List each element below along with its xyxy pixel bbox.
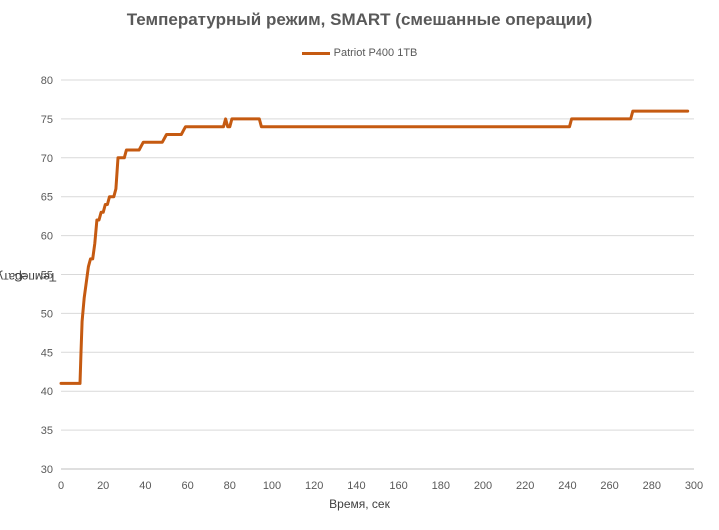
- y-tick-label: 35: [41, 425, 53, 437]
- y-tick-label: 80: [41, 75, 53, 87]
- y-tick-label: 60: [41, 231, 53, 243]
- x-tick-label: 200: [474, 480, 492, 492]
- x-tick-label: 60: [181, 480, 193, 492]
- x-tick-label: 180: [432, 480, 450, 492]
- x-tick-label: 120: [305, 480, 323, 492]
- x-tick-label: 220: [516, 480, 534, 492]
- legend-swatch: [301, 51, 330, 55]
- x-tick-label: 100: [263, 480, 281, 492]
- y-axis-title-main: Температура,: [0, 270, 57, 285]
- x-tick-label: 160: [389, 480, 407, 492]
- y-tick-label: 45: [41, 347, 53, 359]
- x-tick-label: 0: [58, 480, 64, 492]
- x-axis-title: Время, сек: [329, 497, 390, 511]
- x-tick-label: 40: [139, 480, 151, 492]
- x-tick-label: 140: [347, 480, 365, 492]
- x-tick-label: 300: [685, 480, 703, 492]
- y-tick-label: 55: [41, 270, 53, 282]
- y-tick-label: 70: [41, 153, 53, 165]
- x-tick-label: 240: [558, 480, 576, 492]
- chart-title: Температурный режим, SMART (смешанные оп…: [126, 10, 593, 29]
- x-tick-label: 280: [643, 480, 661, 492]
- x-tick-label: 260: [600, 480, 618, 492]
- series-line: [59, 109, 690, 385]
- legend: Patriot P400 1TB: [0, 47, 719, 59]
- y-tick-label: 40: [41, 386, 53, 398]
- y-tick-label: 30: [41, 464, 53, 476]
- y-tick-label: 65: [41, 192, 53, 204]
- legend-label: Patriot P400 1TB: [333, 47, 418, 59]
- x-tick-label: 80: [224, 480, 236, 492]
- y-axis-title-unit: C: [14, 270, 23, 285]
- y-tick-label: 75: [41, 114, 53, 126]
- y-tick-label: 50: [41, 308, 53, 320]
- x-tick-label: 20: [97, 480, 109, 492]
